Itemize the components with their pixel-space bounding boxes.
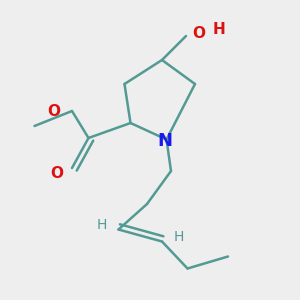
Text: O: O xyxy=(50,167,63,182)
Text: H: H xyxy=(213,22,226,38)
Text: N: N xyxy=(158,132,172,150)
Text: O: O xyxy=(47,103,60,118)
Text: H: H xyxy=(97,218,107,232)
Text: O: O xyxy=(192,26,205,40)
Text: H: H xyxy=(173,230,184,244)
